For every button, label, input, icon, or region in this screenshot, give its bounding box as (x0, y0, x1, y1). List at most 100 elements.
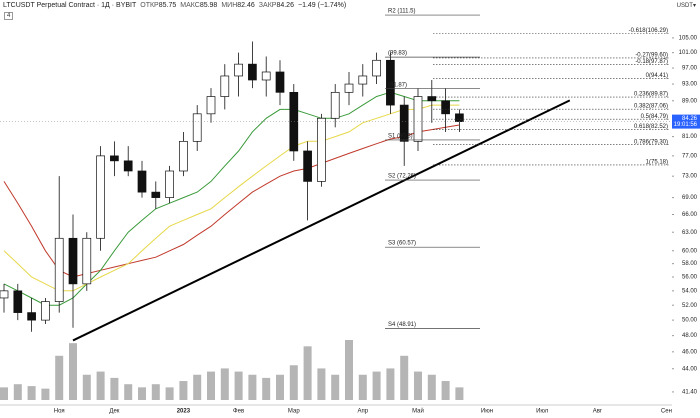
y-tick-label: 69.00 (682, 195, 698, 201)
volume-bar (400, 355, 409, 400)
x-tick-label: Июл (536, 409, 549, 415)
y-tick-label: 89.00 (682, 98, 698, 104)
ohlc-value: 84.26 (276, 2, 294, 9)
candle-body (151, 191, 161, 198)
candle-body (427, 96, 437, 102)
pivot-label: S3 (60.57) (388, 241, 416, 247)
volume-bar (331, 374, 340, 400)
fib-label: -0.618(106.29) (629, 28, 668, 34)
volume-bar (82, 374, 91, 400)
currency[interactable]: USDT▾ (676, 3, 696, 9)
x-tick-label: Ноя (54, 409, 65, 415)
volume-bar (427, 374, 436, 400)
x-tick-label: Дек (109, 409, 119, 415)
candle-body (344, 83, 354, 93)
header: LTCUSDT Perpetual Contract · 1Д · BYBIT … (3, 2, 346, 9)
y-tick-label: 97.00 (682, 66, 698, 72)
last-price-box (672, 114, 700, 129)
volume-bar (151, 384, 160, 400)
candle-body (192, 113, 202, 142)
candle-body (27, 312, 36, 321)
candle-body (206, 96, 216, 115)
volume-bar (41, 388, 50, 400)
x-tick-label: Июн (481, 409, 493, 415)
volume-bar (372, 371, 381, 400)
candle-body (179, 140, 188, 172)
candle-body (317, 117, 326, 182)
candle-body (399, 104, 409, 142)
volume-bar (276, 374, 284, 400)
volume-bar (358, 374, 367, 400)
x-tick-label: Мар (288, 409, 300, 415)
price-axis-bg (672, 0, 700, 418)
change: −1.49 (−1.74%) (297, 2, 347, 9)
last-price-time: 19:01:56 (674, 122, 698, 128)
candle-body (330, 91, 340, 119)
candle-body (13, 290, 23, 313)
volume-bar (262, 377, 271, 400)
volume-bar (220, 368, 229, 400)
volume-bar (179, 381, 188, 400)
trendline (72, 99, 571, 342)
volume-bar (386, 368, 395, 400)
candle-body (386, 59, 395, 106)
candle-body (358, 75, 368, 85)
x-tick-label: Авг (593, 409, 603, 415)
y-tick-label: 81.00 (682, 134, 698, 140)
ohlc: ЗАКР84.26 (259, 2, 294, 9)
candle-body (82, 237, 92, 285)
volume-bar (289, 365, 298, 400)
y-tick-label: 101.00 (679, 50, 698, 56)
pivot-label: S2 (72.26) (388, 174, 416, 180)
volume-bar (55, 355, 64, 400)
fib-label: 0.618(82.52) (634, 124, 668, 130)
symbol: LTCUSDT Perpetual Contract · 1Д · BYBIT (3, 2, 137, 9)
candle-body (234, 63, 243, 77)
volume-bar (441, 381, 450, 400)
volume-bar (303, 346, 312, 400)
fib-label: 0(94.41) (646, 73, 668, 79)
volume-bar (69, 343, 77, 400)
pivot-label: (91.87) (388, 82, 407, 88)
fib-label: 0.382(87.06) (634, 104, 668, 110)
candle-body (248, 63, 257, 81)
candle-body (123, 160, 133, 172)
x-tick-label: Сен (661, 409, 672, 415)
candle-body (165, 170, 174, 198)
candle-body (455, 113, 464, 122)
y-tick-label: 58.00 (682, 261, 698, 267)
y-tick-label: 66.00 (682, 212, 698, 218)
volume-bar (165, 387, 174, 400)
volume-bar (317, 368, 326, 400)
fib-label: 0.5(84.79) (641, 114, 668, 120)
volume-bar (96, 371, 105, 400)
ohlc-value: 82.46 (237, 2, 255, 9)
volume-bar (138, 387, 146, 400)
indicator-badge[interactable]: 4 (4, 12, 14, 20)
moving-average (3, 104, 460, 292)
y-tick-label: 77.00 (682, 153, 698, 159)
y-tick-label: 52.00 (682, 303, 698, 309)
y-tick-label: 48.00 (682, 333, 698, 339)
pivot-label: (99.83) (388, 51, 407, 57)
volume-bar (414, 371, 422, 400)
candle-body (137, 170, 147, 193)
ohlc-key: ЗАКР (258, 2, 277, 9)
fib-label: -0.18(97.87) (635, 59, 668, 65)
candle-body (0, 290, 9, 299)
y-tick-label: 44.00 (682, 366, 698, 372)
x-tick-label: 2023 (177, 409, 191, 415)
y-tick-label: 105.00 (679, 35, 698, 41)
candle-body (413, 96, 423, 142)
candle-body (372, 59, 381, 77)
volume-bar (234, 371, 243, 400)
y-tick-label: 63.00 (682, 230, 698, 236)
pivot-label: S4 (48.91) (388, 322, 416, 328)
candle-body (441, 100, 450, 115)
y-tick-label: 73.00 (682, 174, 698, 180)
candle-body (68, 237, 78, 285)
y-tick-label: 46.00 (682, 349, 698, 355)
ohlc-value: 85.98 (199, 2, 218, 9)
fib-label: -0.27(99.60) (635, 53, 668, 59)
pivot-label: S1 (80.3) (388, 133, 413, 139)
